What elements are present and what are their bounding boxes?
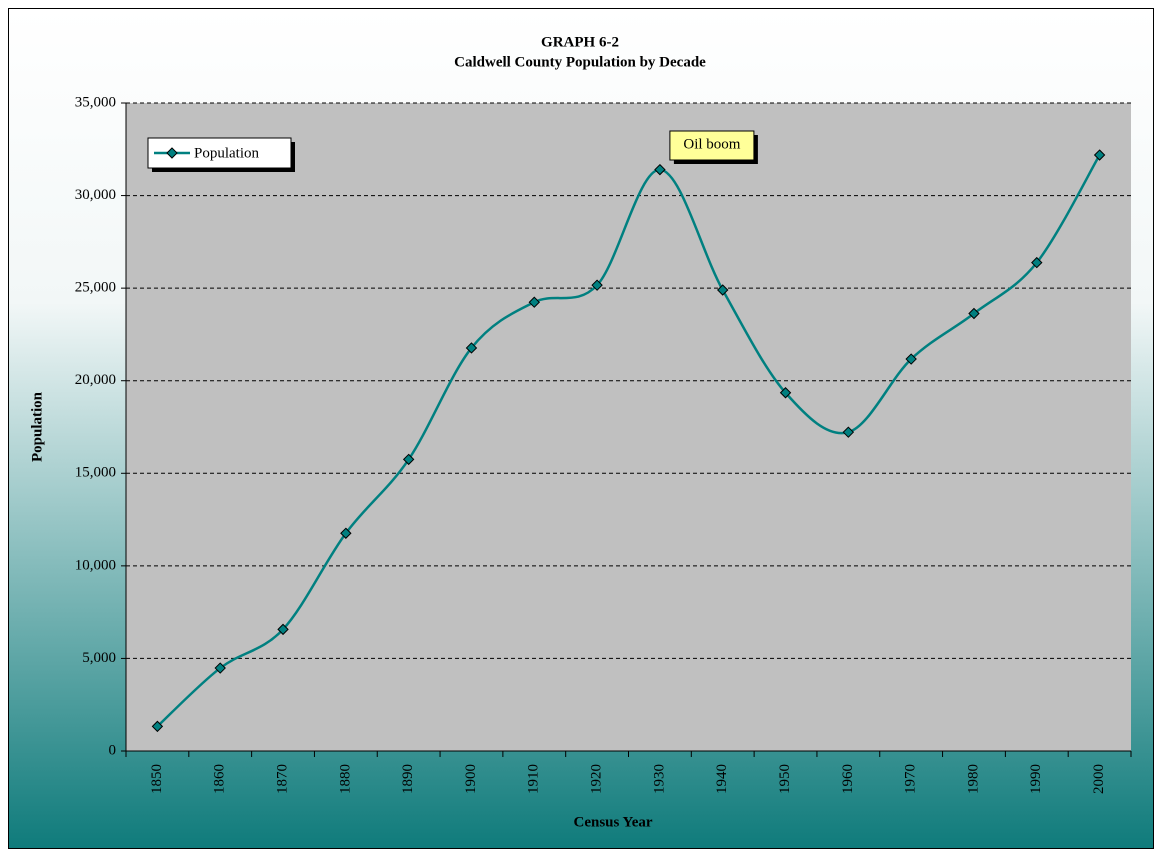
data-point <box>528 296 540 308</box>
x-tick-label: 1900 <box>463 764 479 794</box>
x-tick-label: 1940 <box>714 764 730 794</box>
data-point <box>402 453 415 466</box>
x-tick-label: 1920 <box>589 764 605 794</box>
x-tick-label: 1890 <box>400 764 416 794</box>
data-point <box>842 426 855 438</box>
x-tick-label: 1870 <box>274 764 290 794</box>
data-point <box>654 163 666 176</box>
data-point <box>465 342 478 354</box>
y-tick-label: 35,000 <box>75 94 116 110</box>
x-tick-label: 1960 <box>840 764 856 794</box>
y-axis-label: Population <box>29 391 45 462</box>
data-point <box>968 307 980 320</box>
x-tick-label: 1950 <box>777 764 793 794</box>
x-tick-label: 2000 <box>1091 764 1107 794</box>
y-tick-label: 5,000 <box>82 650 116 666</box>
x-tick-label: 1990 <box>1028 764 1044 794</box>
x-axis-label: Census Year <box>573 814 652 830</box>
plot-area <box>126 103 1131 751</box>
data-point <box>717 284 729 296</box>
data-point <box>905 353 917 365</box>
x-tick-label: 1910 <box>526 764 542 794</box>
data-point <box>591 279 603 291</box>
data-point <box>340 527 352 539</box>
x-tick-label: 1980 <box>965 764 981 794</box>
x-tick-label: 1850 <box>149 764 165 794</box>
x-tick-label: 1930 <box>651 764 667 794</box>
legend-marker <box>166 147 178 159</box>
y-tick-label: 20,000 <box>75 372 116 388</box>
data-point <box>151 720 164 733</box>
annotation-box <box>669 130 755 161</box>
data-point <box>779 387 792 399</box>
chart-subtitle: Caldwell County Population by Decade <box>454 54 706 70</box>
legend-label: Population <box>194 145 260 161</box>
y-tick-label: 0 <box>109 742 117 758</box>
x-tick-label: 1970 <box>903 764 919 794</box>
x-tick-label: 1860 <box>212 764 228 794</box>
annotation-text: Oil boom <box>683 136 740 152</box>
data-point <box>277 623 289 636</box>
y-tick-label: 10,000 <box>75 557 116 573</box>
series-line <box>156 154 1101 728</box>
x-tick-label: 1880 <box>337 764 353 794</box>
y-tick-label: 30,000 <box>75 187 116 203</box>
data-point <box>214 662 226 674</box>
y-tick-label: 25,000 <box>75 280 116 296</box>
data-point <box>1031 256 1043 269</box>
data-point <box>1093 149 1106 161</box>
y-tick-label: 15,000 <box>75 465 116 481</box>
chart-title: GRAPH 6-2 <box>541 34 619 50</box>
